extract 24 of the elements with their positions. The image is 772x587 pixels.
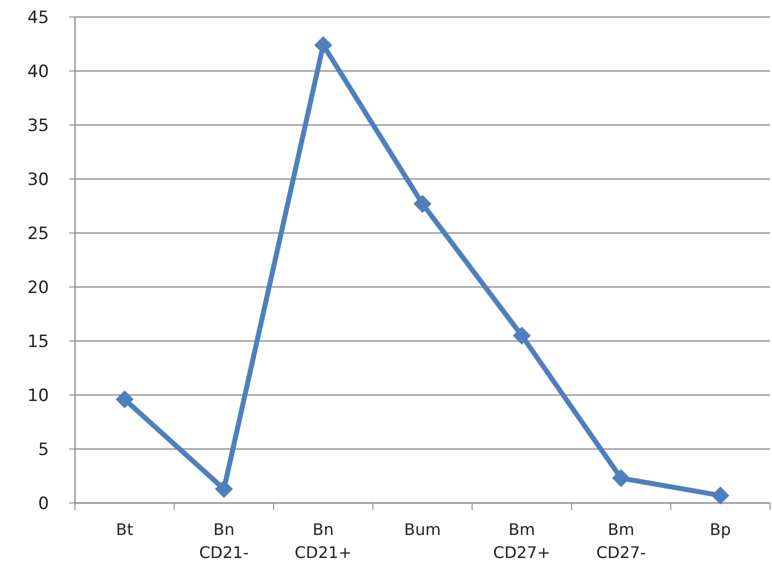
point [711,486,730,504]
y-tick-label: 45 [27,8,49,28]
y-tick-label: 35 [27,116,49,136]
x-tick-label: Bn CD21+ [294,520,352,562]
point [612,469,630,488]
point [512,326,531,345]
y-tick-label: 30 [27,170,49,190]
point [116,390,134,408]
y-tick-label: 0 [38,494,49,514]
x-tick-label: Bp [710,520,731,539]
y-tick-label: 25 [27,224,49,244]
y-tick-label: 40 [27,62,49,82]
y-tick-label: 20 [27,278,49,298]
y-tick-label: 10 [27,386,49,406]
y-tick-label: 15 [27,332,49,352]
x-tick-label: Bm CD27+ [493,520,550,562]
x-tick-label: Bt [116,520,134,539]
point [314,36,332,54]
x-tick-label: Bm CD27- [596,520,646,562]
y-tick-label: 5 [38,440,49,460]
point [414,194,432,213]
point [214,480,233,498]
x-tick-label: Bum [404,520,441,539]
x-tick-label: Bn CD21- [199,520,249,562]
